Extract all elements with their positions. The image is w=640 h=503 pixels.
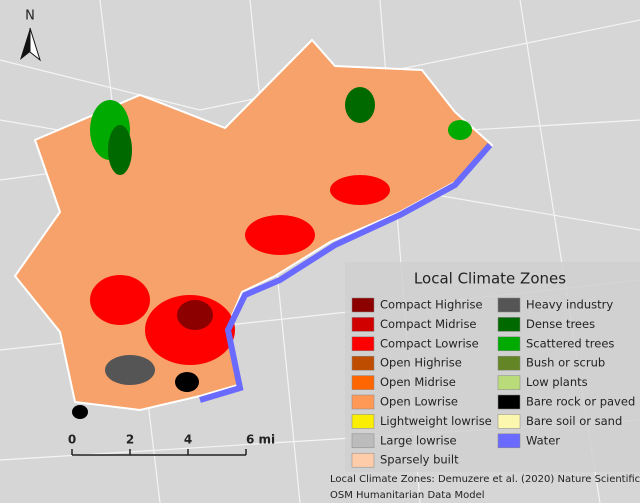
legend-swatch: [497, 297, 521, 313]
legend-swatch: [497, 394, 521, 410]
legend-label: Compact Lowrise: [380, 336, 479, 350]
legend-label: Large lowrise: [380, 433, 457, 447]
legend-swatch: [497, 317, 521, 332]
legend-label: Open Lowrise: [380, 395, 458, 409]
legend-label: Bare soil or sand: [526, 414, 622, 428]
legend-swatch: [497, 355, 521, 371]
legend-label: Water: [526, 433, 560, 447]
legend-swatch: [351, 355, 375, 371]
legend-swatch: [351, 317, 375, 332]
scale-label: 6 mi: [246, 433, 275, 447]
legend-label: Compact Highrise: [380, 298, 483, 312]
legend-label: Bare rock or paved: [526, 395, 635, 409]
legend-label: Heavy industry: [526, 298, 613, 312]
legend-swatch: [351, 394, 375, 410]
zone-patches: [72, 87, 472, 419]
legend-swatch: [351, 297, 375, 313]
credit: Local Climate Zones: Demuzere et al. (20…: [330, 474, 640, 485]
legend-label: Open Midrise: [380, 375, 456, 389]
north-label: N: [25, 9, 35, 24]
legend-label: Lightweight lowrise: [380, 414, 492, 428]
river: [199, 143, 493, 403]
legend-label: Scattered trees: [526, 336, 614, 350]
legend-swatch: [351, 433, 375, 449]
legend-swatch: [497, 433, 521, 449]
legend-label: Compact Midrise: [380, 317, 477, 331]
scale-label: 4: [184, 433, 192, 447]
legend-label: Open Highrise: [380, 356, 462, 370]
legend-label: Low plants: [526, 375, 588, 389]
legend-label: Sparsely built: [380, 453, 459, 467]
north-arrow: N: [20, 9, 41, 62]
legend-swatch: [497, 375, 521, 390]
legend-swatch: [351, 414, 375, 429]
legend-swatch: [351, 452, 375, 468]
legend-title: Local Climate Zones: [414, 270, 566, 288]
legend-swatch: [351, 336, 375, 352]
scale-label: 2: [126, 433, 134, 447]
scale-bar: 0 2 4 6 mi: [68, 433, 275, 456]
legend: Local Climate Zones Compact Highrise Comp…: [345, 262, 640, 472]
credit: OSM Humanitarian Data Model: [330, 490, 485, 501]
legend-label: Bush or scrub: [526, 356, 605, 370]
scale-label: 0: [68, 433, 76, 447]
legend-label: Dense trees: [526, 317, 595, 331]
legend-swatch: [497, 336, 521, 352]
legend-box: [345, 262, 640, 472]
legend-swatch: [497, 414, 521, 429]
legend-swatch: [351, 375, 375, 390]
